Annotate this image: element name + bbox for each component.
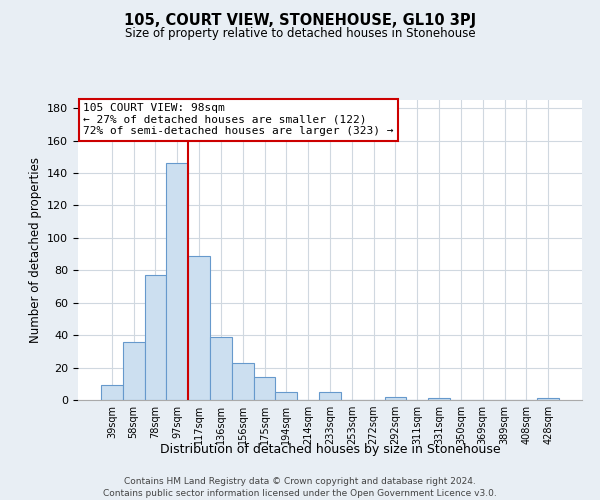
Text: Contains public sector information licensed under the Open Government Licence v3: Contains public sector information licen… [103, 489, 497, 498]
Text: 105, COURT VIEW, STONEHOUSE, GL10 3PJ: 105, COURT VIEW, STONEHOUSE, GL10 3PJ [124, 12, 476, 28]
Y-axis label: Number of detached properties: Number of detached properties [29, 157, 41, 343]
Bar [275, 392, 297, 400]
Text: Contains HM Land Registry data © Crown copyright and database right 2024.: Contains HM Land Registry data © Crown c… [124, 478, 476, 486]
Bar [254, 378, 275, 400]
Bar [123, 342, 145, 400]
Bar [537, 398, 559, 400]
Bar [188, 256, 210, 400]
Bar [145, 275, 166, 400]
Bar [385, 397, 406, 400]
Bar [319, 392, 341, 400]
Bar [428, 398, 450, 400]
Bar [101, 386, 123, 400]
Bar [232, 362, 254, 400]
Text: Size of property relative to detached houses in Stonehouse: Size of property relative to detached ho… [125, 28, 475, 40]
Text: 105 COURT VIEW: 98sqm
← 27% of detached houses are smaller (122)
72% of semi-det: 105 COURT VIEW: 98sqm ← 27% of detached … [83, 103, 394, 136]
Bar [166, 163, 188, 400]
Text: Distribution of detached houses by size in Stonehouse: Distribution of detached houses by size … [160, 442, 500, 456]
Bar [210, 337, 232, 400]
